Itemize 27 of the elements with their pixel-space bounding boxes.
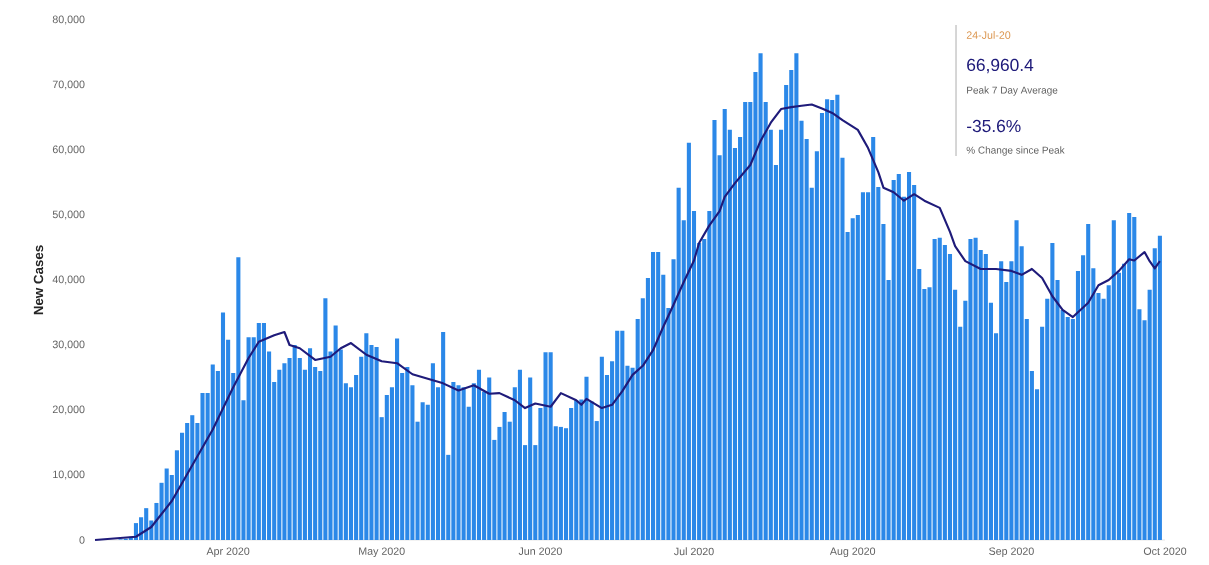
annotation: Peak 7 Day Average: [967, 86, 1058, 96]
y-tick-label: 40,000: [52, 275, 85, 285]
y-tick-label: 80,000: [52, 15, 85, 25]
x-tick-label: Aug 2020: [829, 547, 876, 558]
x-tick-label: Jul 2020: [674, 547, 714, 556]
annotation: -35.6%: [967, 119, 1021, 133]
y-tick-label: 20,000: [52, 405, 85, 415]
bar: [220, 312, 226, 540]
annotation: 66,960.4: [967, 58, 1034, 74]
y-tick-label: 0: [79, 536, 85, 544]
annotation: % Change since Peak: [966, 146, 1065, 156]
x-tick-label: May 2020: [359, 547, 405, 558]
x-tick-label: Oct 2020: [1143, 547, 1187, 555]
bar: [307, 348, 313, 540]
x-tick-label: Sep 2020: [989, 547, 1034, 558]
y-tick-label: 30,000: [52, 340, 85, 350]
bar: [1157, 235, 1162, 540]
y-tick-label: 60,000: [52, 145, 85, 155]
x-tick-label: Jun 2020: [518, 547, 562, 555]
annotation: 24-Jul-20: [966, 31, 1011, 39]
y-tick-label: 50,000: [52, 210, 85, 220]
y-tick-label: 10,000: [53, 470, 85, 480]
x-tick-label: Apr 2020: [206, 547, 250, 558]
y-tick-label: 70,000: [52, 80, 85, 90]
bar: [476, 369, 482, 540]
y-axis-title: New Cases: [33, 245, 44, 315]
bar: [906, 172, 912, 540]
